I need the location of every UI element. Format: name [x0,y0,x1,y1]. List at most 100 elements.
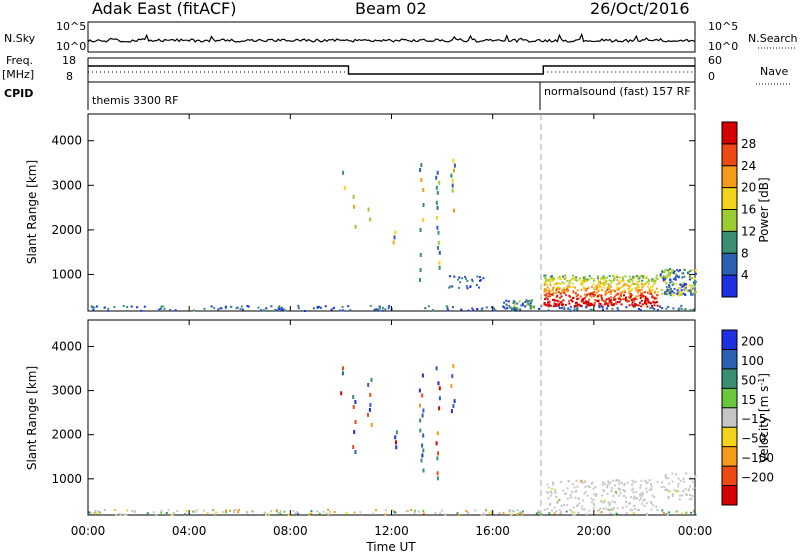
vel-pt-0-171 [480,513,483,516]
beam-title: Beam 02 [355,0,427,18]
vel-pt-0-109 [508,509,511,511]
power-pt-2-217 [591,285,593,288]
vel-pt-2-51 [678,494,681,497]
vel-pt-0-59 [165,512,168,514]
power-pt-4-18 [471,278,474,281]
power-pt-3-48 [659,273,662,276]
power-pt-0-72 [680,304,683,307]
vel-pt-1-94 [613,501,616,504]
vel-pt-1-126 [625,496,628,499]
vel-pt-1-156 [638,499,641,502]
power-pt-0-16 [445,305,448,308]
vel-pt-1-32 [555,495,558,498]
power-pt-2-183 [568,302,571,305]
power-pt-2-567 [585,280,588,283]
power-pt-0-93 [157,309,160,312]
power-pt-2-261 [559,278,562,280]
power-pt-2-470 [593,304,596,307]
vel-pt-1-34 [614,484,616,487]
power-pt-2-488 [638,275,641,278]
vel-pt-0-143 [170,513,173,516]
vel-pt-1-27 [621,482,623,484]
power-pt-0-31 [569,310,572,313]
vel-streak-3-454 [421,453,424,458]
vel-pt-1-146 [549,494,552,497]
vel-pt-1-99 [610,489,613,492]
power-pt-2-54 [640,274,643,277]
power-pt-2-291 [623,294,625,297]
vel-pt-2-34 [691,494,694,497]
power-pt-2-432 [571,282,574,285]
vel-pt-1-151 [632,497,635,500]
power-pt-2-364 [616,279,619,281]
power-streak-4-206 [436,205,439,210]
power-pt-0-126 [96,305,98,308]
x-tick-label-6: 00:00 [678,524,713,538]
power-pt-3-71 [669,281,672,284]
power-pt-2-101 [592,283,595,286]
vel-pt-0-81 [485,509,487,512]
power-pt-2-489 [616,301,619,303]
vel-streak-1-430 [353,430,356,434]
vel-pt-1-17 [653,496,656,499]
power-pt-2-168 [564,303,567,306]
vel-pt-0-155 [681,512,684,515]
vel-pt-1-162 [611,500,614,503]
power-pt-3-138 [678,287,681,289]
vel-pt-0-88 [359,511,362,514]
power-pt-0-158 [452,306,454,309]
power-pt-2-296 [635,275,638,277]
power-pt-2-278 [631,303,634,306]
power-pt-1-10 [516,302,519,305]
vel-pt-0-10 [221,511,224,514]
power-pt-2-509 [634,304,637,306]
power-pt-4-0 [459,281,462,284]
power-pt-2-362 [632,276,635,279]
power-pt-3-153 [664,269,667,272]
power-pt-3-90 [663,275,666,278]
power-pt-2-562 [552,287,554,290]
power-frame [87,113,696,312]
power-pt-0-152 [633,305,635,308]
power-pt-0-1 [692,308,695,311]
power-pt-2-446 [590,292,592,295]
vel-pt-1-176 [621,506,624,509]
velocity-colorbar-ticks: 200 100 50 15 −15 −50 −100 −200 [722,334,774,487]
power-pt-0-162 [659,305,661,308]
power-pt-2-120 [630,278,633,281]
vel-pt-1-81 [639,484,642,487]
power-pt-0-177 [432,309,435,312]
power-pt-2-580 [580,283,583,286]
power-pt-2-207 [607,304,610,307]
vel-streak-2-383 [367,382,370,387]
power-pt-2-484 [587,286,590,289]
power-pt-2-572 [646,291,649,294]
vel-pt-1-76 [641,494,644,497]
vel-pt-0-48 [608,509,611,511]
vel-pt-2-35 [671,492,674,495]
vel-pt-2-30 [692,488,695,491]
power-pt-2-220 [584,275,587,278]
vel-streak-3-449 [422,448,425,453]
power-pt-2-406 [612,304,615,307]
power-pt-0-145 [349,309,352,312]
power-pt-2-191 [580,288,583,291]
power-pt-2-290 [570,278,573,281]
vel-pt-2-21 [691,480,694,483]
power-pt-0-88 [236,306,239,309]
vel-streak-4-386 [438,386,441,391]
power-pt-2-474 [631,301,634,304]
power-streak-4-261 [438,260,441,265]
power-pt-0-140 [547,309,550,312]
vel-pt-0-50 [94,511,97,514]
vel-pt-0-134 [694,513,697,516]
vel-pt-1-71 [631,483,634,486]
nsky-label: N.Sky [4,32,36,45]
power-pt-0-99 [651,306,654,309]
power-pt-0-144 [672,307,675,310]
vel-pt-0-38 [214,513,217,516]
velocity-panel: 1000 2000 3000 4000 Slant Range [km] [25,319,697,517]
power-pt-2-91 [571,277,574,280]
vel-pt-0-53 [570,511,573,513]
power-pt-2-225 [559,283,562,285]
